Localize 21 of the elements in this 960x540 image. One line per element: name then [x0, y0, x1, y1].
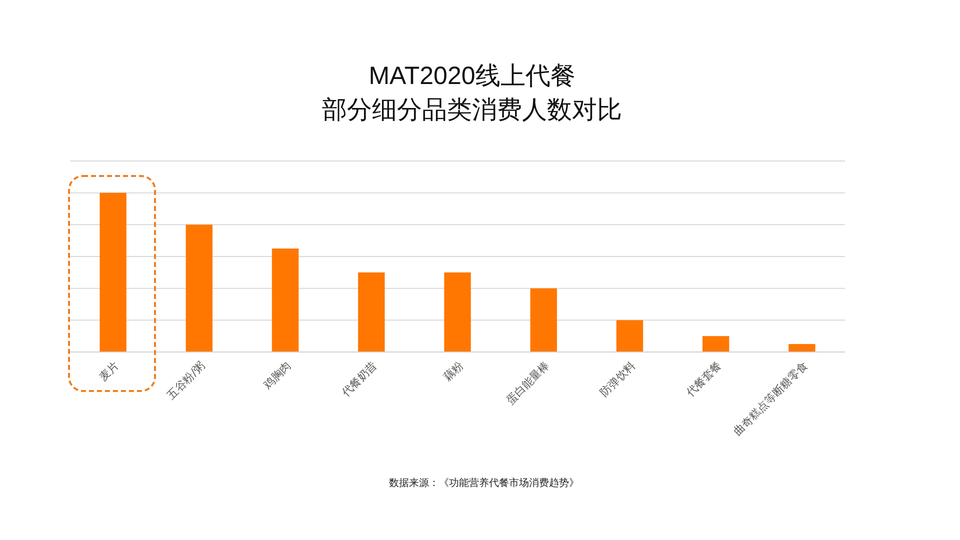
source-note: 数据来源：《功能营养代餐市场消费趋势》	[389, 477, 579, 489]
chart-subtitle: 部分细分品类消费人数对比	[322, 96, 622, 124]
bar	[358, 272, 385, 352]
bar	[616, 320, 644, 352]
x-tick-label: 麦片	[96, 359, 122, 384]
x-tick-label: 代餐奶昔	[338, 359, 380, 400]
bar	[100, 192, 126, 352]
bar	[788, 344, 816, 352]
x-tick-label: 蛋白能量棒	[504, 359, 552, 408]
x-tick-label: 代餐套餐	[683, 359, 724, 400]
bar	[272, 248, 299, 352]
bar	[186, 224, 213, 352]
bar	[702, 336, 730, 352]
bar	[444, 272, 471, 352]
bar	[530, 288, 557, 352]
chart-title: MAT2020线上代餐	[368, 62, 576, 90]
x-tick-label: 防弹饮料	[598, 359, 638, 400]
x-tick-label: 鸡胸肉	[260, 359, 294, 392]
x-tick-label: 五谷粉/粥	[164, 359, 208, 402]
x-tick-label: 曲奇糕点等断糖零食	[730, 359, 810, 438]
x-tick-label: 藕粉	[440, 359, 466, 384]
